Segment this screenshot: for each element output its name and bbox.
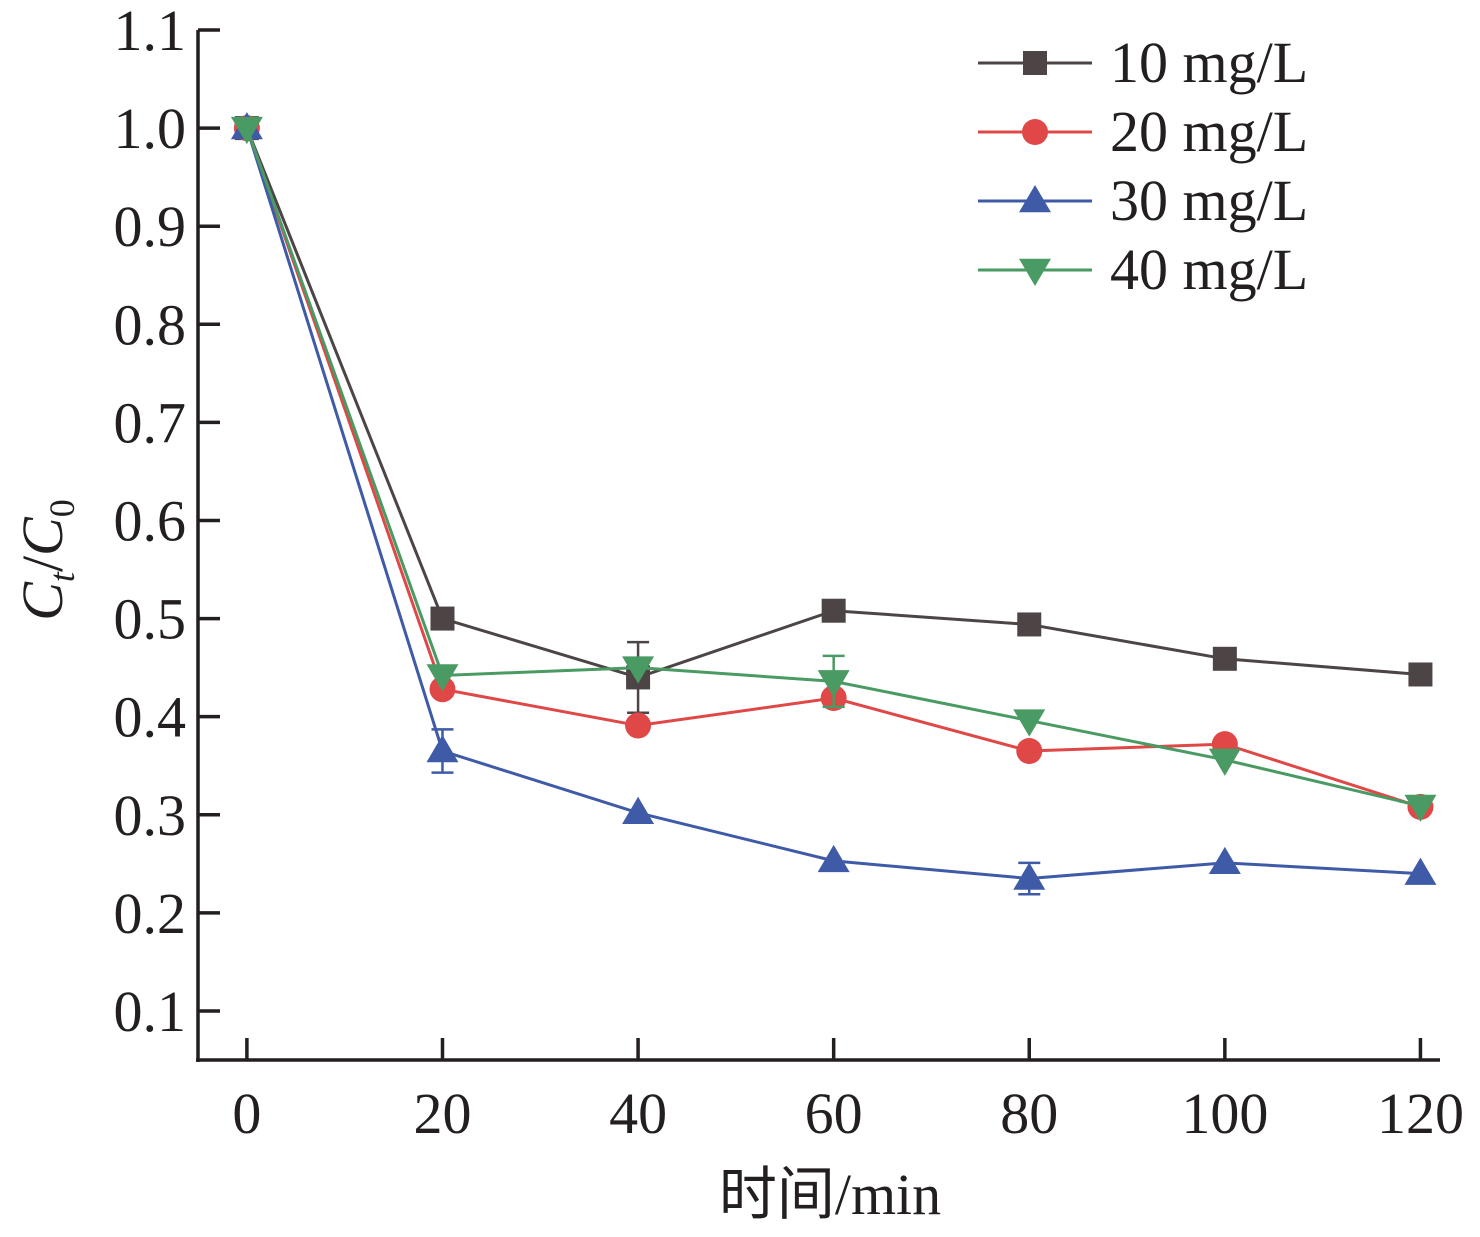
series-4 [230,116,1437,822]
data-point [230,116,263,145]
data-point [817,844,850,873]
y-tick-label: 0.3 [114,783,187,848]
series-3 [230,112,1437,896]
y-axis: 0.1 0.2 0.3 0.4 0.5 0.6 0.7 0.8 0.9 1.0 1.1 [114,0,220,1062]
y-axis-title-sub1: t [42,571,82,582]
x-tick-label: 0 [232,1081,261,1146]
x-tick-label: 40 [609,1081,667,1146]
legend-marker [1022,119,1048,145]
data-point [1017,612,1042,637]
legend-marker [1023,51,1047,75]
y-axis-title-slash: / [10,555,75,572]
data-point [625,712,652,739]
x-tick-label: 100 [1181,1081,1268,1146]
x-tick-label: 60 [805,1081,863,1146]
data-point [1212,646,1237,671]
y-axis-title-main: C [10,581,75,621]
data-point [1013,862,1046,890]
x-tick-label: 120 [1377,1081,1464,1146]
legend-item: 30 mg/L [978,168,1308,233]
data-point [1408,662,1433,687]
y-tick-label: 0.7 [114,390,187,455]
x-tick-label: 80 [1000,1081,1058,1146]
legend-item: 40 mg/L [978,237,1308,302]
y-tick-label: 0.9 [114,194,187,259]
data-point [1208,846,1241,875]
x-axis: 0 20 40 60 80 100 120 [196,1038,1464,1146]
y-tick-label: 0.5 [114,587,187,652]
data-point [1013,709,1046,737]
legend-label: 20 mg/L [1110,99,1308,164]
y-axis-title-sub2: 0 [42,499,82,517]
data-point [1404,857,1437,885]
y-tick-label: 1.1 [114,0,187,63]
legend-item: 20 mg/L [978,99,1308,164]
y-axis-title: Ct/C0 [10,499,82,621]
y-tick-label: 0.6 [114,488,187,553]
data-point [426,735,459,763]
data-point [622,656,655,684]
legend-label: 30 mg/L [1110,168,1308,233]
legend-marker [1019,258,1051,286]
legend-item: 10 mg/L [978,30,1308,95]
data-point [1404,794,1437,822]
data-point [817,670,850,698]
y-tick-label: 0.4 [114,685,187,750]
y-tick-label: 0.2 [114,881,187,946]
data-point [426,664,459,692]
y-tick-label: 0.1 [114,979,187,1044]
data-point [622,796,655,824]
y-tick-label: 1.0 [114,96,187,161]
x-tick-label: 20 [413,1081,471,1146]
legend-marker [1019,185,1051,213]
data-point [1208,748,1241,776]
data-point [430,606,455,631]
plot-area [230,112,1437,896]
x-axis-title: 时间/min [719,1162,941,1227]
y-axis-title-main2: C [10,516,75,556]
legend-label: 40 mg/L [1110,237,1308,302]
legend: 10 mg/L20 mg/L30 mg/L40 mg/L [978,30,1308,302]
legend-label: 10 mg/L [1110,30,1308,95]
data-point [821,598,846,623]
data-point [1016,738,1043,764]
y-tick-label: 0.8 [114,292,187,357]
